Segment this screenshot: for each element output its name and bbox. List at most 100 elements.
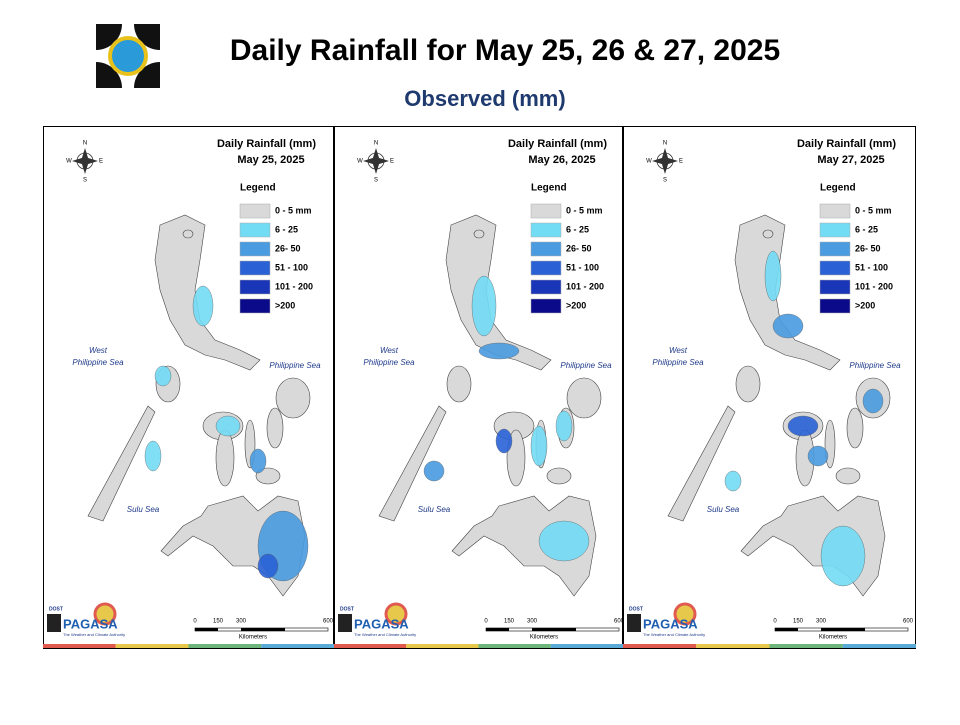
compass-label: W: [66, 159, 72, 165]
footer-stripe: [550, 644, 623, 648]
compass-label: N: [83, 141, 87, 147]
legend-label: 101 - 200: [566, 281, 604, 291]
footer-stripe: [188, 644, 262, 648]
footer-stripe: [334, 644, 407, 648]
legend-swatch: [819, 203, 851, 219]
scale-label: 300: [816, 619, 827, 625]
legend-label: >200: [855, 300, 875, 310]
legend-swatch: [239, 222, 271, 238]
sea-label: Sulu Sea: [418, 505, 451, 514]
legend-label: 0 - 5 mm: [275, 205, 312, 215]
compass-label: E: [99, 159, 103, 165]
island: [451, 495, 597, 597]
legend-swatch: [530, 222, 562, 238]
scale-label: 0: [193, 619, 197, 625]
island: [846, 407, 864, 449]
footer-stripe: [696, 644, 770, 648]
logo-name: PAGASA: [643, 616, 698, 631]
island: [255, 467, 281, 485]
compass-label: N: [374, 141, 378, 147]
island: [835, 467, 861, 485]
legend-swatch: [239, 203, 271, 219]
logo-name: PAGASA: [63, 616, 118, 631]
sea-label: West: [380, 346, 399, 355]
compass-ring: [76, 152, 94, 170]
legend-label: 51 - 100: [855, 262, 888, 272]
sea-label: Sulu Sea: [127, 505, 160, 514]
scale-label: 150: [213, 619, 224, 625]
legend-label: 26- 50: [566, 243, 592, 253]
compass-label: S: [663, 178, 667, 184]
footer-stripe: [406, 644, 479, 648]
logo-tagline: The Weather and Climate Authority: [354, 632, 416, 637]
island: [445, 214, 552, 371]
legend-swatch: [239, 241, 271, 257]
panel-title: Daily Rainfall (mm): [508, 138, 607, 150]
legend-label: >200: [566, 300, 586, 310]
title: Daily Rainfall for May 25, 26 & 27, 2025: [230, 34, 780, 67]
legend-label: 0 - 5 mm: [855, 205, 892, 215]
rain-area: [820, 525, 866, 587]
compass-label: E: [390, 159, 394, 165]
compass-label: S: [83, 178, 87, 184]
rain-area: [538, 520, 590, 562]
island: [446, 365, 472, 403]
legend-label: 0 - 5 mm: [566, 205, 603, 215]
footer-stripe: [115, 644, 189, 648]
rain-area: [257, 553, 279, 579]
legend-label: 6 - 25: [855, 224, 878, 234]
sea-label: Philippine Sea: [363, 358, 415, 367]
rain-area: [764, 250, 782, 302]
scale-label: 300: [236, 619, 247, 625]
map-panel: Daily Rainfall (mm) May 26, 2025 Legend 0 -…: [334, 126, 625, 649]
legend-swatch: [530, 241, 562, 257]
panel-title: Daily Rainfall (mm): [797, 138, 896, 150]
legend-label: >200: [275, 300, 295, 310]
rain-area: [530, 425, 548, 467]
island: [667, 405, 736, 522]
rain-area: [144, 440, 162, 472]
scale-label: 0: [484, 619, 488, 625]
compass-label: W: [646, 159, 652, 165]
compass-label: W: [357, 159, 363, 165]
scale-bar: [486, 628, 509, 631]
logo-name: PAGASA: [354, 616, 409, 631]
compass-rose: [652, 148, 678, 174]
logo-agency: DOST: [629, 606, 643, 612]
sea-label: Philippine Sea: [652, 358, 704, 367]
legend-swatch: [530, 279, 562, 295]
compass-label: E: [679, 159, 683, 165]
panel-date: May 27, 2025: [817, 154, 884, 166]
rain-area: [807, 445, 829, 467]
header-logo: [96, 24, 160, 88]
scale-label: 600: [903, 619, 914, 625]
logo-mark: [338, 614, 352, 632]
island: [762, 229, 774, 239]
legend-swatch: [239, 260, 271, 276]
sea-label: Philippine Sea: [849, 361, 901, 370]
footer-stripe: [261, 644, 334, 648]
compass-label: S: [374, 178, 378, 184]
sea-label: West: [89, 346, 108, 355]
scale-bar: [821, 628, 865, 631]
logo-agency: DOST: [49, 606, 63, 612]
rain-area: [724, 470, 742, 492]
sea-label: Sulu Sea: [707, 505, 740, 514]
panel-title: Daily Rainfall (mm): [217, 138, 316, 150]
legend-label: 101 - 200: [855, 281, 893, 291]
sea-label: West: [669, 346, 688, 355]
legend-label: 51 - 100: [566, 262, 599, 272]
island: [266, 407, 284, 449]
compass-rose: [72, 148, 98, 174]
sea-label: Philippine Sea: [269, 361, 321, 370]
legend-swatch: [819, 222, 851, 238]
scale-unit: Kilometers: [239, 635, 267, 641]
rain-area: [154, 365, 172, 387]
rain-area: [787, 415, 819, 437]
footer-stripe: [769, 644, 843, 648]
scale-bar: [532, 628, 576, 631]
rain-area: [249, 448, 267, 474]
legend-label: 26- 50: [275, 243, 301, 253]
panel-date: May 26, 2025: [528, 154, 595, 166]
